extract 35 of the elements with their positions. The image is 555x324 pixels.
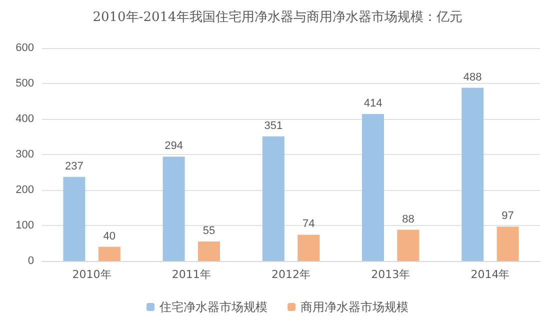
bar [98,246,120,261]
x-tick-label: 2014年 [470,268,510,281]
bar [162,156,185,261]
bar [397,230,420,261]
bar [63,176,86,261]
bar [362,114,384,261]
y-tick-label: 200 [16,184,34,196]
legend-label: 商用净水器市场规模 [300,300,408,314]
bar [262,136,284,261]
x-tick-label: 2010年 [72,268,112,281]
legend-label: 住宅净水器市场规模 [158,300,268,314]
chart-title: 2010年-2014年我国住宅用净水器与商用净水器市场规模：亿元 [92,9,462,25]
y-tick-label: 100 [16,220,34,232]
data-label: 74 [302,218,315,230]
bar [462,88,484,261]
x-tick-label: 2011年 [172,268,211,281]
data-label: 55 [202,224,216,237]
data-label: 97 [502,210,514,222]
y-tick-label: 400 [16,113,34,125]
x-tick-label: 2012年 [272,268,310,281]
bar [298,234,320,261]
y-tick-label: 500 [16,78,34,90]
data-label: 488 [463,71,482,84]
bar [496,226,519,261]
y-tick-label: 600 [16,42,34,54]
y-tick-label: 300 [16,148,34,160]
data-label: 351 [264,120,283,132]
bar [198,241,220,261]
x-tick-label: 2013年 [371,268,410,281]
data-label: 88 [402,213,414,226]
data-label: 414 [364,98,382,110]
data-label: 40 [103,230,116,242]
data-label: 294 [164,140,183,152]
y-tick-label: 0 [28,255,34,267]
data-label: 237 [65,160,84,172]
